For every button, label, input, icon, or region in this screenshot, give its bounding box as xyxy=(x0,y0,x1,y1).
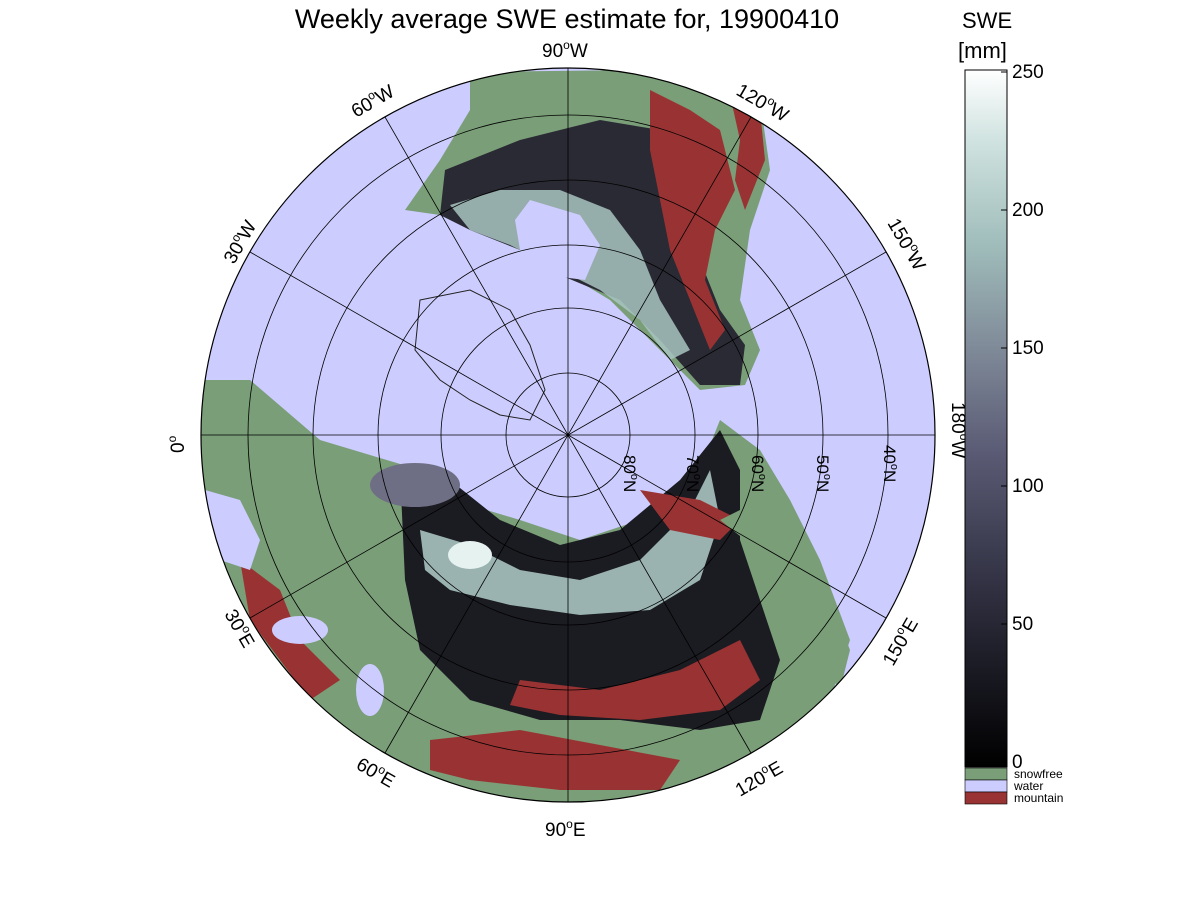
lat-label-70: 70oN xyxy=(683,455,703,492)
map-title: Weekly average SWE estimate for, 1990041… xyxy=(294,4,840,34)
caspian-sea xyxy=(356,664,384,716)
asia-mountains xyxy=(510,640,760,720)
lon-label-90w: 90oW xyxy=(542,38,588,62)
lat-label-80: 80oN xyxy=(620,455,640,492)
lat-label-40: 40oN xyxy=(880,445,900,482)
himalaya xyxy=(430,730,680,790)
legend-swatch-snowfree xyxy=(964,767,1008,781)
colorbar xyxy=(964,69,1008,768)
black-sea xyxy=(272,616,328,644)
lon-label-180: 180oW xyxy=(947,402,971,458)
legend-label-water: water xyxy=(1014,779,1044,793)
scandinavia-snow xyxy=(370,463,460,507)
na-mountains xyxy=(650,90,735,350)
na-mountains-2 xyxy=(730,95,765,210)
legend-label-snowfree: snowfree xyxy=(1014,767,1063,781)
land-layer xyxy=(201,70,850,802)
colorbar-tick-50: 50 xyxy=(1012,614,1034,635)
colorbar-ticks xyxy=(1001,71,1007,763)
eurasia-deep-snow xyxy=(420,470,720,615)
graticule xyxy=(201,68,935,802)
greenland xyxy=(414,289,546,421)
colorbar-tick-0: 0 xyxy=(1012,752,1023,773)
hudson-bay xyxy=(515,200,600,280)
map-border xyxy=(200,67,936,803)
lon-label-120e: 120oE xyxy=(731,755,787,801)
colorbar-tick-250: 250 xyxy=(1012,62,1044,83)
east-asia-mountains xyxy=(640,490,740,540)
lon-label-90e: 90oE xyxy=(545,817,586,841)
lon-label-0: 0o xyxy=(165,435,189,453)
latitude-labels: 80oN 70oN 60oN 50oN 40oN xyxy=(620,445,900,492)
japan xyxy=(800,580,850,690)
colorbar-tick-200: 200 xyxy=(1012,200,1044,221)
colorbar-unit: [mm] xyxy=(958,38,1007,63)
lat-label-60: 60oN xyxy=(748,455,768,492)
legend-swatch-water xyxy=(964,779,1008,793)
colorbar-title: SWE xyxy=(962,8,1013,33)
legend-label-mountain: mountain xyxy=(1014,791,1064,805)
legend-swatch-mountain xyxy=(964,791,1008,805)
colorbar-tick-150: 150 xyxy=(1012,338,1044,359)
colorbar-tick-100: 100 xyxy=(1012,476,1044,497)
eurasia-snow-peak xyxy=(448,541,492,569)
lat-label-50: 50oN xyxy=(813,455,833,492)
kamchatka xyxy=(720,500,800,590)
